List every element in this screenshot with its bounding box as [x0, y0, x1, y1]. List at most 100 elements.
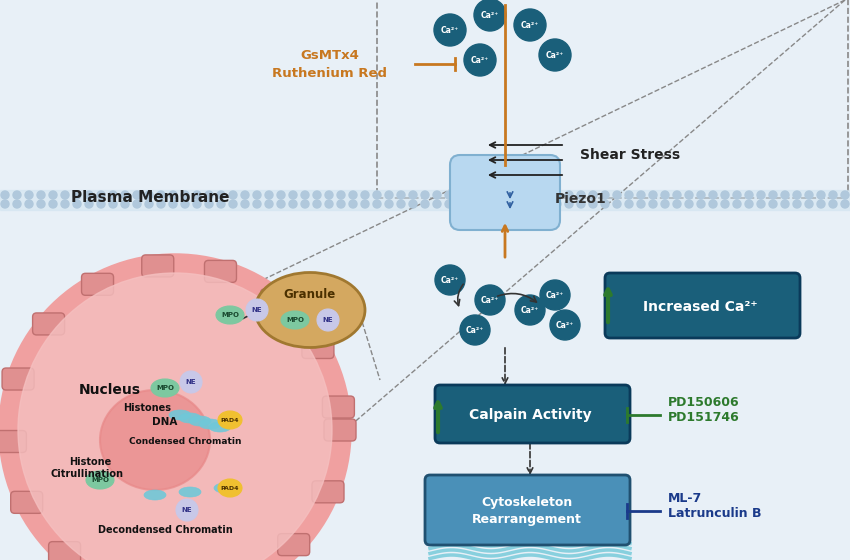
Text: Nucleus: Nucleus — [79, 383, 141, 397]
Circle shape — [349, 191, 357, 199]
Circle shape — [18, 273, 332, 560]
Circle shape — [397, 191, 405, 199]
Circle shape — [13, 191, 21, 199]
Circle shape — [515, 295, 545, 325]
Circle shape — [805, 191, 813, 199]
Circle shape — [397, 200, 405, 208]
Circle shape — [253, 200, 261, 208]
Circle shape — [337, 191, 345, 199]
Text: Plasma Membrane: Plasma Membrane — [71, 189, 230, 204]
Circle shape — [325, 200, 333, 208]
Circle shape — [435, 265, 465, 295]
Circle shape — [781, 191, 789, 199]
Circle shape — [229, 191, 237, 199]
Circle shape — [685, 200, 693, 208]
Ellipse shape — [86, 471, 114, 489]
Circle shape — [61, 191, 69, 199]
Circle shape — [721, 191, 729, 199]
Circle shape — [565, 191, 573, 199]
Circle shape — [589, 191, 597, 199]
Circle shape — [145, 200, 153, 208]
FancyBboxPatch shape — [82, 273, 114, 295]
Circle shape — [601, 191, 609, 199]
Ellipse shape — [179, 413, 201, 423]
Text: Calpain Activity: Calpain Activity — [468, 408, 592, 422]
Text: Decondensed Chromatin: Decondensed Chromatin — [98, 525, 232, 535]
Circle shape — [37, 191, 45, 199]
Circle shape — [61, 200, 69, 208]
Circle shape — [246, 299, 268, 321]
Circle shape — [181, 191, 189, 199]
Circle shape — [649, 200, 657, 208]
Text: Ruthenium Red: Ruthenium Red — [273, 67, 388, 80]
FancyBboxPatch shape — [11, 491, 42, 514]
Ellipse shape — [216, 306, 244, 324]
Circle shape — [553, 191, 561, 199]
Circle shape — [637, 191, 645, 199]
Text: Ca²⁺: Ca²⁺ — [471, 55, 489, 64]
Circle shape — [475, 285, 505, 315]
Circle shape — [193, 191, 201, 199]
Circle shape — [313, 191, 321, 199]
Circle shape — [157, 191, 165, 199]
Circle shape — [697, 191, 705, 199]
Circle shape — [505, 191, 513, 199]
Text: Increased Ca²⁺: Increased Ca²⁺ — [643, 300, 757, 314]
Circle shape — [37, 200, 45, 208]
Circle shape — [180, 371, 202, 393]
Text: Ca²⁺: Ca²⁺ — [521, 306, 539, 315]
Circle shape — [289, 200, 297, 208]
Circle shape — [565, 200, 573, 208]
Circle shape — [1, 200, 9, 208]
Ellipse shape — [218, 411, 242, 429]
Circle shape — [0, 255, 350, 560]
Circle shape — [373, 200, 381, 208]
Circle shape — [613, 200, 621, 208]
Circle shape — [540, 280, 570, 310]
Text: Condensed Chromatin: Condensed Chromatin — [128, 437, 241, 446]
Circle shape — [176, 499, 198, 521]
Circle shape — [241, 191, 249, 199]
Circle shape — [205, 191, 213, 199]
Text: NE: NE — [185, 379, 196, 385]
Circle shape — [277, 200, 285, 208]
Circle shape — [169, 191, 177, 199]
Circle shape — [181, 200, 189, 208]
Circle shape — [781, 200, 789, 208]
Circle shape — [464, 44, 496, 76]
Ellipse shape — [209, 422, 231, 432]
Circle shape — [301, 191, 309, 199]
Ellipse shape — [255, 273, 365, 348]
Circle shape — [745, 200, 753, 208]
Ellipse shape — [151, 379, 179, 397]
Ellipse shape — [199, 419, 221, 429]
Circle shape — [325, 191, 333, 199]
Circle shape — [517, 191, 525, 199]
FancyBboxPatch shape — [322, 396, 354, 418]
Circle shape — [721, 200, 729, 208]
Text: Ca²⁺: Ca²⁺ — [441, 276, 459, 284]
Circle shape — [481, 191, 489, 199]
Circle shape — [625, 200, 633, 208]
Circle shape — [361, 200, 369, 208]
Circle shape — [205, 200, 213, 208]
Text: Histones: Histones — [123, 403, 171, 413]
Circle shape — [97, 200, 105, 208]
Circle shape — [529, 191, 537, 199]
Text: DNA: DNA — [152, 417, 178, 427]
Circle shape — [421, 200, 429, 208]
Circle shape — [474, 0, 506, 31]
Circle shape — [385, 200, 393, 208]
Circle shape — [541, 191, 549, 199]
Text: Piezo1: Piezo1 — [555, 192, 607, 206]
Circle shape — [613, 191, 621, 199]
Circle shape — [550, 310, 580, 340]
Text: Ca²⁺: Ca²⁺ — [441, 26, 459, 35]
Circle shape — [409, 200, 417, 208]
Circle shape — [733, 191, 741, 199]
Circle shape — [217, 200, 225, 208]
Circle shape — [817, 200, 825, 208]
FancyBboxPatch shape — [0, 431, 26, 452]
Circle shape — [841, 191, 849, 199]
Ellipse shape — [218, 479, 242, 497]
